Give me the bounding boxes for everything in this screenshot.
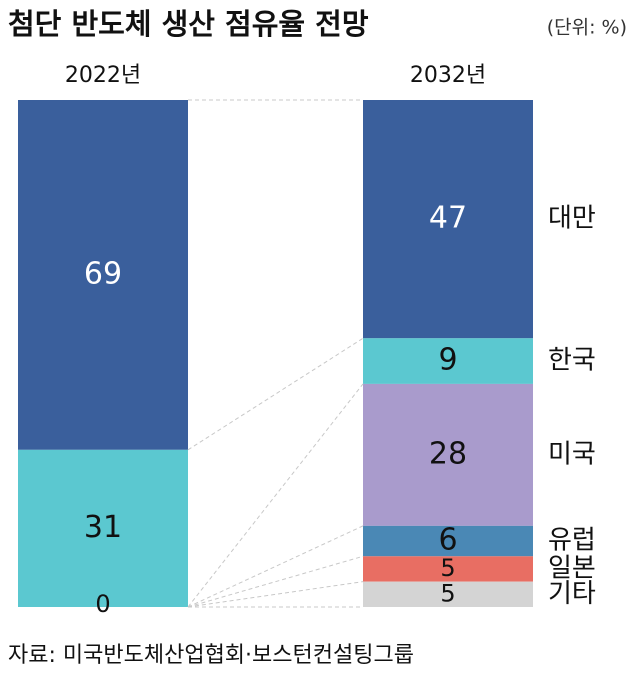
connector xyxy=(187,383,364,608)
legend-label: 일본 xyxy=(548,553,596,583)
value-label: 31 xyxy=(84,510,122,545)
bar-segment xyxy=(363,338,533,384)
bar-segment xyxy=(363,525,533,557)
bar-segment xyxy=(363,556,533,582)
connector xyxy=(187,525,364,608)
value-label: 28 xyxy=(429,436,467,471)
value-label: 9 xyxy=(438,343,457,378)
unit-label: (단위: %) xyxy=(547,17,627,39)
category-label: 2022년 xyxy=(65,63,141,88)
bar-segment xyxy=(18,449,188,607)
value-label: 5 xyxy=(440,579,455,607)
connector xyxy=(187,337,364,451)
connector xyxy=(187,555,364,608)
bar-segment xyxy=(363,383,533,526)
value-label: 47 xyxy=(429,201,467,236)
value-label: 0 xyxy=(95,590,110,618)
category-label: 2032년 xyxy=(410,63,486,88)
legend-label: 한국 xyxy=(548,346,596,376)
legend-label: 기타 xyxy=(548,579,596,609)
bar-segment xyxy=(363,100,533,339)
bar-segment xyxy=(363,581,533,607)
legend-label: 대만 xyxy=(548,204,596,234)
connector xyxy=(187,581,364,608)
bar-segment xyxy=(18,100,188,450)
legend-label: 미국 xyxy=(548,439,596,469)
source: 자료: 미국반도체산업협회·보스턴컨설팅그룹 xyxy=(8,643,414,668)
legend-label: 유럽 xyxy=(548,526,596,556)
value-label: 69 xyxy=(84,256,122,291)
chart-title: 첨단 반도체 생산 점유율 전망 xyxy=(8,7,369,41)
value-label: 6 xyxy=(438,523,457,558)
value-label: 5 xyxy=(440,554,455,582)
